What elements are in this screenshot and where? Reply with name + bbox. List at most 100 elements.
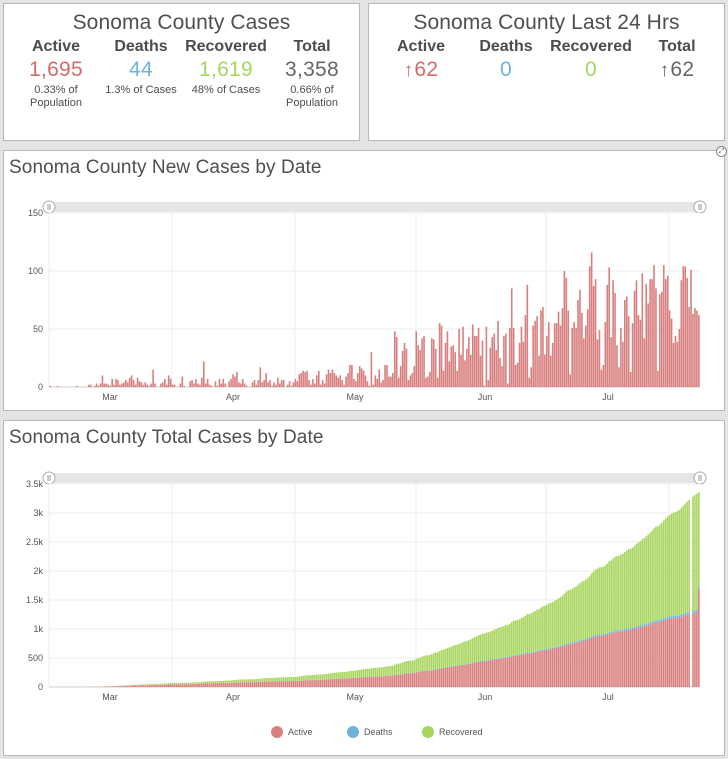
bar	[232, 374, 234, 387]
bar	[561, 308, 564, 387]
bar-recovered	[546, 604, 548, 649]
bar-recovered	[224, 680, 227, 683]
bar-deaths	[540, 649, 542, 652]
bar-active	[635, 628, 638, 687]
bar-active	[497, 658, 499, 687]
bar-deaths	[454, 665, 457, 667]
bar-deaths	[668, 616, 671, 619]
bar-deaths	[637, 625, 640, 628]
bar	[653, 265, 655, 387]
bar-recovered	[238, 679, 240, 683]
bar	[655, 288, 657, 387]
bar	[579, 289, 581, 387]
bar-deaths	[512, 655, 515, 657]
bar	[454, 352, 457, 387]
bar	[409, 375, 412, 387]
bar-recovered	[471, 638, 474, 663]
scrollbar-track	[49, 202, 700, 212]
bar	[565, 277, 568, 387]
bar-recovered	[364, 668, 367, 677]
bar	[337, 377, 340, 387]
bar-deaths	[460, 664, 462, 666]
bar-active	[684, 615, 687, 687]
bar	[119, 384, 121, 387]
bar	[298, 374, 301, 387]
bar-recovered	[625, 550, 628, 629]
bar-deaths	[446, 666, 449, 668]
bar-recovered	[214, 681, 217, 684]
bar-deaths	[645, 623, 648, 626]
bar-recovered	[347, 671, 349, 679]
bar-active	[117, 686, 119, 687]
bar	[429, 371, 431, 387]
bar	[321, 380, 324, 387]
scrollbar-handle-right[interactable]	[693, 200, 707, 214]
bar	[573, 322, 575, 387]
bar-deaths	[629, 628, 632, 630]
bar	[165, 384, 168, 387]
stat-value: ↑62	[627, 58, 727, 82]
bar-recovered	[204, 681, 207, 684]
new-cases-chart-panel: ⤢ Sonoma County New Cases by Date 0 50 100…	[3, 146, 727, 411]
bar-deaths	[563, 644, 566, 646]
bar-active	[610, 633, 612, 687]
bar-active	[434, 669, 437, 687]
bar-active	[308, 680, 310, 687]
bar-recovered	[633, 545, 636, 628]
bar-recovered	[657, 526, 659, 621]
bar	[329, 373, 332, 387]
range-scrollbar[interactable]	[42, 200, 707, 214]
scrollbar-handle-right[interactable]	[693, 471, 707, 485]
bar	[692, 313, 694, 387]
bar-recovered	[518, 619, 521, 655]
bar-active	[464, 664, 466, 687]
bar-deaths	[594, 635, 597, 637]
bar	[261, 382, 264, 387]
stat-label: Total	[293, 38, 331, 55]
bar-recovered	[160, 683, 162, 685]
bar-active	[444, 667, 447, 687]
bar	[267, 382, 269, 387]
bar	[234, 376, 236, 387]
bar	[210, 385, 213, 387]
bar-recovered	[220, 680, 223, 684]
range-scrollbar[interactable]	[42, 471, 707, 485]
bar	[649, 279, 651, 387]
bar-active	[508, 657, 511, 687]
bar	[259, 367, 262, 387]
scrollbar-handle-left[interactable]	[42, 471, 56, 485]
stat-deaths: Deaths 0	[456, 38, 556, 82]
bar-active	[429, 670, 431, 687]
new-cases-chart-title: Sonoma County New Cases by Date	[9, 157, 322, 178]
bar-active	[631, 629, 634, 687]
bar-deaths	[604, 633, 607, 636]
bar	[557, 311, 560, 387]
bar-deaths	[577, 641, 579, 643]
bar-deaths	[659, 619, 661, 622]
bar-active	[321, 679, 324, 687]
bar-recovered	[526, 613, 529, 653]
expand-icon[interactable]: ⤢	[716, 146, 727, 157]
bar-active	[567, 644, 570, 687]
scrollbar-handle-left[interactable]	[42, 200, 56, 214]
bar	[668, 310, 671, 387]
y-tick-label: 2.5k	[26, 537, 44, 547]
bar	[183, 385, 186, 387]
bar-deaths	[696, 609, 698, 613]
bar-deaths	[649, 622, 651, 625]
bar-recovered	[286, 677, 289, 682]
bar-active	[349, 678, 351, 687]
bar	[93, 385, 96, 387]
bar-active	[612, 632, 614, 687]
bar-active	[573, 643, 575, 687]
bar-recovered	[253, 679, 256, 683]
bar-recovered	[497, 627, 499, 659]
total-cases-chart-panel: Sonoma County Total Cases by Date 0 500 1k…	[3, 420, 725, 756]
bar-recovered	[201, 681, 203, 684]
bar-active	[355, 677, 357, 687]
bar-recovered	[413, 660, 416, 673]
stat-number: 3,358	[284, 58, 340, 81]
stat-total: Total 3,358 0.66% of Population	[262, 38, 362, 110]
bar-recovered	[319, 674, 322, 680]
bar-recovered	[565, 591, 568, 644]
